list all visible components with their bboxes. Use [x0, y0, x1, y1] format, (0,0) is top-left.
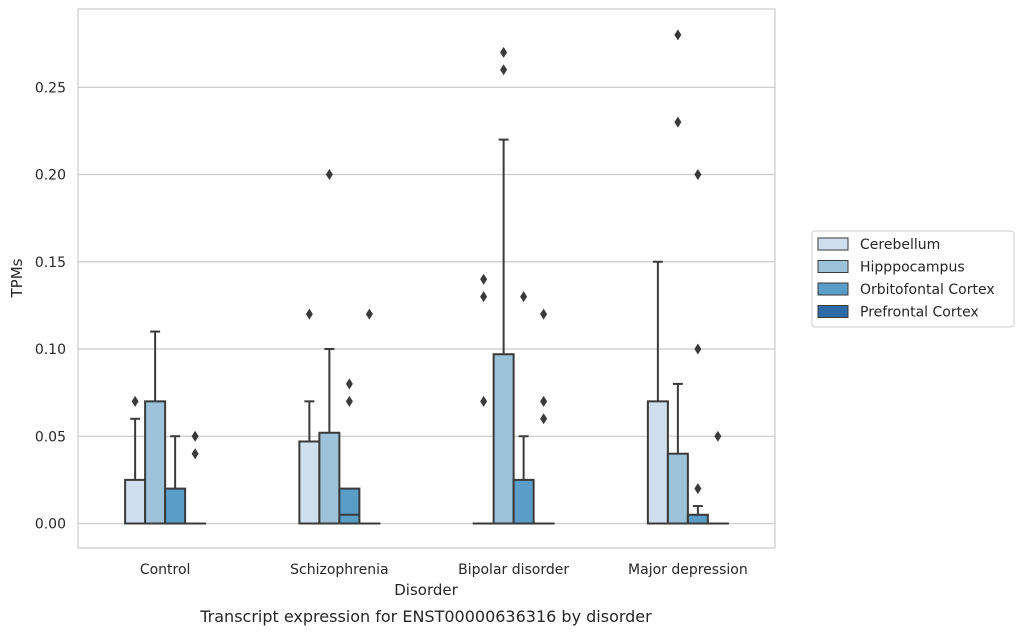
box-body [666, 452, 689, 525]
y-tick-label: 0.25 [35, 80, 66, 96]
legend-swatch-orbitofontal-cortex [817, 282, 849, 296]
outlier-point [480, 291, 488, 303]
y-axis-label: TPMs [8, 258, 26, 298]
x-axis-label: Disorder [394, 581, 458, 599]
legend-label-prefrontal-cortex: Prefrontal Cortex [860, 305, 979, 321]
x-tick-label: Bipolar disorder [458, 562, 569, 578]
outlier-point [540, 413, 548, 425]
box-cerebellum-schizophrenia [298, 308, 321, 525]
box-orbitofontal-cortex-schizophrenia [338, 378, 361, 525]
box-prefrontal-cortex-major-depression [706, 430, 729, 525]
box-orbitofontal-cortex-major-depression [686, 169, 709, 525]
outlier-point [365, 308, 373, 320]
legend-swatch-hipppocampus [817, 260, 849, 273]
box-body [318, 431, 341, 525]
y-tick-label: 0.15 [35, 255, 66, 271]
outlier-point [694, 169, 702, 180]
outlier-point [345, 378, 353, 390]
boxes [124, 29, 729, 525]
outlier-point [674, 29, 682, 41]
chart-caption: Transcript expression for ENST0000063631… [199, 607, 652, 626]
legend-swatch-prefrontal-cortex [817, 305, 849, 318]
outlier-point [540, 308, 548, 320]
box-prefrontal-cortex-control [184, 430, 207, 525]
legend: Cerebellum Hipppocampus Orbitofontal Corte… [811, 230, 1015, 328]
box-prefrontal-cortex-bipolar-disorder [532, 308, 555, 525]
box-cerebellum-bipolar-disorder [472, 273, 495, 525]
box-body [144, 400, 167, 525]
box-hipppocampus-major-depression [666, 29, 689, 525]
box-cerebellum-control [124, 395, 147, 525]
outlier-point [694, 483, 702, 495]
outlier-point [131, 395, 139, 407]
legend-swatch-cerebellum [817, 237, 849, 251]
outlier-point [714, 430, 722, 442]
y-tick-label: 0.00 [35, 517, 66, 533]
box-cerebellum-major-depression [646, 260, 669, 525]
x-tick-label: Schizophrenia [290, 562, 388, 578]
box-body [298, 440, 321, 525]
x-tick-label: Major depression [628, 562, 748, 578]
outlier-point [480, 273, 488, 285]
outlier-point [305, 308, 313, 320]
legend-label-cerebellum: Cerebellum [860, 237, 940, 253]
box-hipppocampus-bipolar-disorder [492, 46, 515, 525]
box-body [124, 478, 147, 525]
outlier-point [694, 343, 702, 355]
outlier-point [674, 116, 682, 128]
outlier-point [520, 291, 528, 303]
box-body [686, 513, 709, 525]
box-orbitofontal-cortex-control [164, 435, 187, 525]
plot-area-frame [77, 8, 776, 549]
outlier-point [540, 395, 548, 407]
outlier-point [191, 430, 199, 442]
outlier-point [500, 64, 508, 76]
outlier-point [500, 46, 508, 58]
y-tick-label: 0.20 [35, 168, 66, 184]
x-tick-label: Control [140, 562, 191, 578]
y-tick-label: 0.05 [35, 429, 66, 445]
box-hipppocampus-schizophrenia [318, 169, 341, 525]
outlier-point [191, 448, 199, 460]
legend-label-hipppocampus: Hipppocampus [860, 260, 965, 276]
legend-label-orbitofontal-cortex: Orbitofontal Cortex [860, 282, 995, 298]
outlier-point [480, 395, 488, 407]
box-body [164, 487, 187, 525]
box-body [338, 487, 361, 525]
outlier-point [325, 169, 333, 180]
box-hipppocampus-control [144, 330, 167, 525]
x-tick-labels: Control Schizophrenia Bipolar disorder Majo… [140, 562, 748, 578]
box-prefrontal-cortex-schizophrenia [358, 308, 381, 525]
box-orbitofontal-cortex-bipolar-disorder [512, 291, 535, 525]
legend-frame [811, 230, 1015, 328]
box-body [512, 478, 535, 525]
box-body [492, 353, 515, 525]
y-tick-labels: 0.00 0.05 0.10 0.15 0.20 0.25 [35, 80, 66, 532]
box-body [646, 400, 669, 525]
outlier-point [345, 395, 353, 407]
y-tick-label: 0.10 [35, 342, 66, 358]
